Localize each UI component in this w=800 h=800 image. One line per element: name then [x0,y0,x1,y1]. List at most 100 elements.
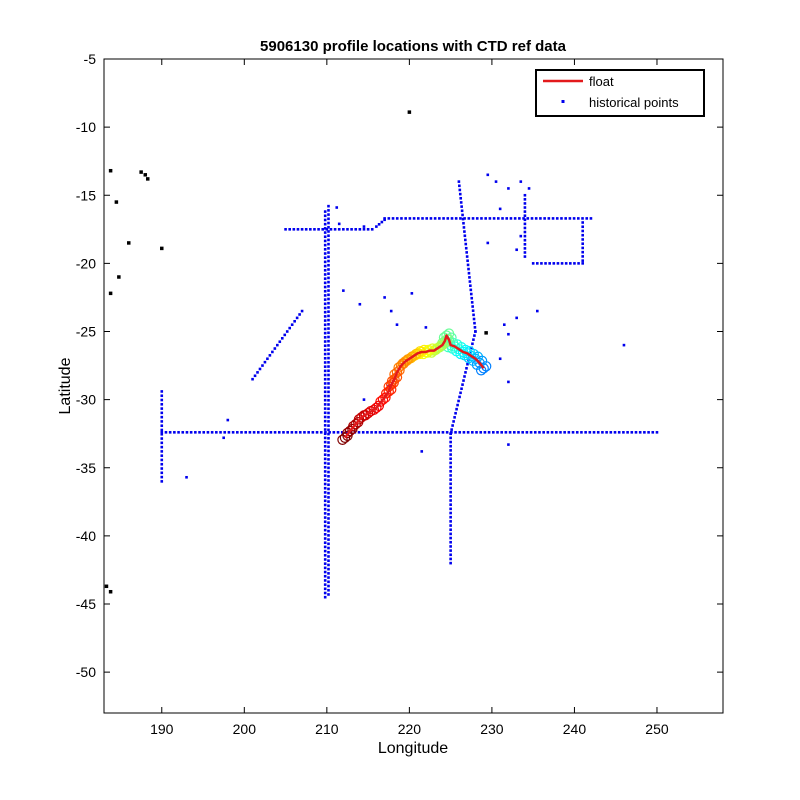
historical-point [160,475,164,479]
historical-point [323,302,327,306]
historical-point [498,207,502,211]
historical-point [327,268,330,271]
historical-point [222,436,225,440]
y-tick-label: -40 [76,528,96,544]
x-tick-label: 220 [398,721,422,737]
historical-point [263,360,267,364]
historical-point [323,369,327,373]
float-profile-marker [373,400,385,411]
historical-point [248,431,252,434]
historical-point [327,529,330,533]
historical-point [327,255,330,259]
historical-point [473,321,476,325]
legend-box [535,69,705,117]
historical-point [323,331,327,335]
historical-point [160,411,164,415]
historical-point [466,263,470,267]
historical-point [160,390,164,393]
historical-point [449,528,452,532]
historical-point [198,431,201,434]
historical-point [486,241,490,245]
historical-point [523,218,527,222]
historical-point [323,281,327,285]
historical-point [408,431,411,434]
historical-point [168,431,172,434]
historical-point [286,431,289,434]
historical-point [479,431,483,434]
historical-point [313,228,316,231]
historical-point [323,218,327,222]
historical-point [560,262,564,265]
historical-point [327,386,330,389]
x-tick-label: 250 [645,721,669,737]
historical-point [327,289,330,292]
historical-point [362,228,366,231]
historical-point [458,395,461,399]
historical-point [323,595,327,599]
historical-point [526,217,530,220]
historical-point [513,217,517,220]
historical-point [449,465,452,469]
historical-point [458,184,461,188]
historical-point [323,298,327,301]
historical-point [458,188,462,192]
historical-point [622,431,625,434]
historical-point [327,559,330,562]
historical-point [412,217,416,220]
historical-point [323,315,327,318]
historical-point [323,248,327,251]
historical-point [206,431,210,434]
historical-point [256,371,259,374]
historical-point [323,562,327,565]
historical-point [327,491,330,495]
historical-point [285,330,289,333]
historical-point [327,314,330,318]
historical-point [462,221,465,225]
historical-point [226,418,230,422]
historical-point [449,482,452,486]
historical-point [160,415,164,419]
historical-point [534,217,538,220]
float-profile-marker [386,379,397,390]
historical-point [323,327,327,331]
historical-point [564,217,567,220]
historical-point [539,217,542,220]
historical-point [542,431,545,434]
historical-point [471,305,474,308]
historical-point [236,431,239,434]
historical-point [492,431,495,434]
historical-point [282,431,285,434]
y-tick-label: -5 [84,51,97,67]
y-tick-label: -15 [76,187,96,203]
historical-point [323,365,327,368]
historical-point [323,549,327,553]
historical-point [194,431,197,434]
historical-point [323,470,327,473]
historical-point [327,576,330,579]
historical-point [327,580,330,584]
historical-point [378,431,382,434]
historical-point [588,431,592,434]
historical-point [437,431,441,434]
historical-point [323,482,327,486]
historical-point [523,234,527,238]
historical-point [327,584,330,588]
historical-point [160,445,164,449]
historical-point [327,234,330,237]
historical-point [523,230,527,234]
historical-point [400,217,403,220]
historical-point [319,431,323,434]
historical-point [463,217,466,220]
historical-point [515,316,518,320]
historical-point [323,398,327,402]
historical-point [459,201,463,204]
historical-point [554,431,558,434]
historical-point [278,340,282,344]
historical-point [544,262,547,265]
historical-point [469,288,473,292]
legend: float historical points [535,69,705,117]
historical-point [449,499,452,502]
historical-point [408,217,412,220]
historical-point [454,217,458,220]
historical-point [309,228,312,231]
